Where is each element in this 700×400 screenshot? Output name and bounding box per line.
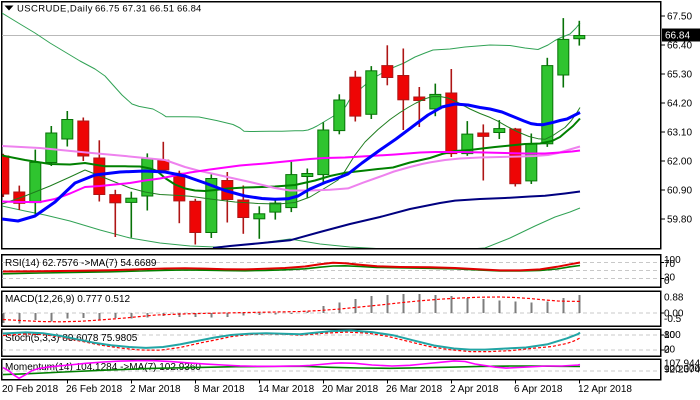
svg-text:100.0000: 100.0000 — [664, 364, 700, 375]
svg-text:0.00: 0.00 — [664, 309, 684, 320]
svg-text:60.90: 60.90 — [667, 186, 692, 197]
svg-text:0: 0 — [664, 276, 670, 287]
svg-text:80: 80 — [664, 330, 676, 341]
svg-text:30: 30 — [664, 272, 676, 283]
svg-text:20 Feb 2018: 20 Feb 2018 — [2, 384, 59, 395]
svg-text:8 Mar 2018: 8 Mar 2018 — [194, 384, 245, 395]
svg-text:20: 20 — [664, 344, 676, 355]
svg-text:62.00: 62.00 — [667, 157, 692, 168]
svg-text:12 Apr 2018: 12 Apr 2018 — [578, 384, 632, 395]
svg-text:14 Mar 2018: 14 Mar 2018 — [258, 384, 315, 395]
svg-text:63.10: 63.10 — [667, 128, 692, 139]
svg-text:92.2374: 92.2374 — [664, 365, 700, 376]
svg-text:MACD(12,26,9) 0.777 0.512: MACD(12,26,9) 0.777 0.512 — [5, 294, 131, 305]
svg-text:0: 0 — [664, 345, 670, 356]
svg-text:20 Mar 2018: 20 Mar 2018 — [322, 384, 379, 395]
svg-text:RSI(14) 62.7576 ->MA(7) 54.66: RSI(14) 62.7576 ->MA(7) 54.6689 — [5, 258, 157, 269]
svg-text:64.20: 64.20 — [667, 99, 692, 110]
svg-text:26 Mar 2018: 26 Mar 2018 — [386, 384, 443, 395]
svg-text:6 Apr 2018: 6 Apr 2018 — [514, 384, 563, 395]
svg-text:2 Apr 2018: 2 Apr 2018 — [450, 384, 499, 395]
svg-text:67.50: 67.50 — [667, 12, 692, 23]
svg-text:59.80: 59.80 — [667, 215, 692, 226]
svg-text:100: 100 — [664, 330, 681, 341]
svg-text:0.88: 0.88 — [664, 292, 684, 303]
svg-text:107.9445: 107.9445 — [664, 358, 700, 369]
svg-text:USCRUDE,Daily: USCRUDE,Daily — [17, 4, 93, 15]
svg-text:26 Feb 2018: 26 Feb 2018 — [66, 384, 123, 395]
svg-text:-0.5: -0.5 — [664, 314, 682, 325]
svg-text:70: 70 — [664, 259, 676, 270]
svg-text:66.40: 66.40 — [667, 41, 692, 52]
svg-text:2 Mar 2018: 2 Mar 2018 — [130, 384, 181, 395]
svg-text:66.75 67.31 66.51 66.84: 66.75 67.31 66.51 66.84 — [95, 4, 201, 15]
svg-text:65.30: 65.30 — [667, 70, 692, 81]
svg-text:100: 100 — [664, 255, 681, 266]
svg-text:66.84: 66.84 — [665, 31, 690, 42]
svg-text:Momentum(14) 104.1284 ->MA(7): Momentum(14) 104.1284 ->MA(7) 102.9360 — [5, 362, 201, 373]
